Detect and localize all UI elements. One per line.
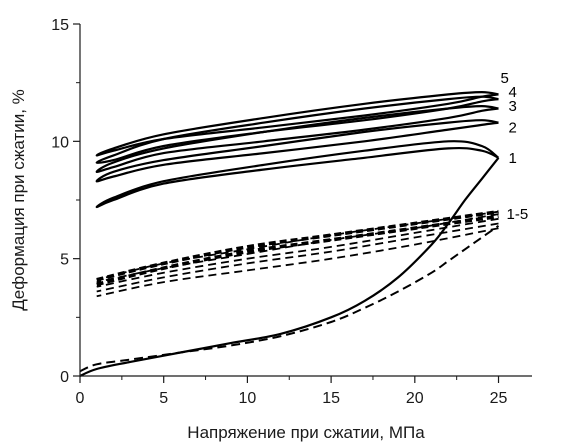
solid-loop-1	[95, 140, 500, 209]
x-tick-label: 10	[239, 390, 257, 407]
x-tick-label: 0	[76, 390, 85, 407]
dashed-group-label: 1-5	[507, 206, 529, 223]
solid-loop-3	[95, 104, 499, 174]
loop-label-2: 2	[509, 119, 517, 136]
y-tick-label: 10	[51, 134, 69, 151]
y-tick-label: 5	[60, 252, 69, 269]
y-tick-label: 0	[60, 369, 69, 386]
x-axis-title: Напряжение при сжатии, МПа	[187, 423, 425, 442]
dashed-loop-7	[96, 209, 499, 282]
dashed-loop-1	[96, 227, 499, 298]
loop-label-3: 3	[509, 98, 517, 115]
dashed-loop-3	[96, 217, 499, 288]
solid-loading-curve	[79, 157, 500, 378]
loop-label-1: 1	[509, 150, 517, 167]
loop-label-5: 5	[501, 70, 509, 87]
labels: 1 2 345 1-5	[501, 70, 529, 223]
x-tick-label: 5	[159, 390, 168, 407]
y-axis-title: Деформация при сжатии, %	[9, 89, 28, 311]
x-tick-label: 15	[322, 390, 340, 407]
solid-loop-2	[95, 119, 499, 183]
dashed-loop-6	[96, 214, 499, 287]
solid-loop-4	[95, 95, 499, 164]
dashed-loading-curve	[79, 224, 500, 373]
x-tick-label: 20	[406, 390, 424, 407]
x-tick-label: 25	[490, 390, 508, 407]
solid-loop-5	[95, 90, 499, 157]
loop-label-4: 4	[509, 84, 517, 101]
y-tick-label: 15	[51, 17, 69, 34]
plot-lines	[79, 90, 500, 378]
dashed-loop-2	[96, 222, 499, 293]
